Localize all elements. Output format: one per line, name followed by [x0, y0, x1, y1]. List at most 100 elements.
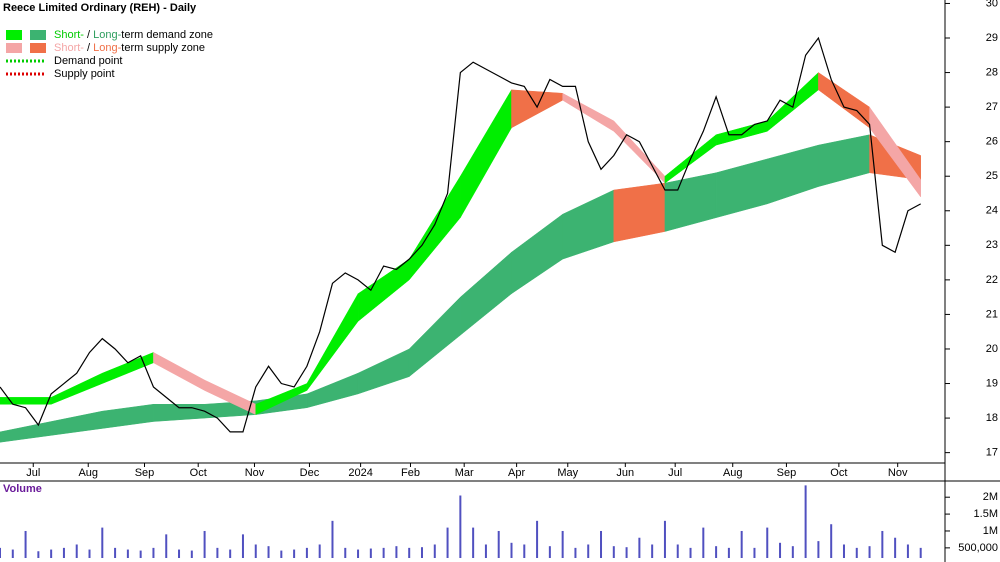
volume-bar	[791, 546, 794, 558]
y-tick-label: 22	[986, 274, 998, 286]
volume-bar	[229, 549, 232, 558]
volume-bar	[165, 534, 168, 558]
volume-bar	[344, 547, 347, 558]
zone-segment	[613, 182, 666, 243]
x-tick-label: Oct	[830, 467, 847, 479]
volume-bar	[24, 530, 27, 558]
x-tick-label: Jul	[26, 467, 40, 479]
legend-label-part: /	[84, 29, 93, 41]
y-tick-label: 20	[986, 343, 998, 355]
volume-bar	[0, 547, 1, 558]
volume-bar	[203, 530, 206, 558]
y-tick-label: 500,000	[958, 542, 998, 554]
x-tick-label: Jul	[668, 467, 682, 479]
legend-label: Demand point	[54, 55, 123, 67]
volume-bar	[395, 546, 398, 558]
volume-bar	[369, 548, 372, 558]
x-tick-label: Feb	[401, 467, 420, 479]
volume-bar	[663, 520, 666, 558]
volume-bar	[689, 547, 692, 558]
volume-bar	[523, 544, 526, 558]
volume-bar	[280, 550, 283, 558]
volume-bar	[510, 542, 513, 558]
volume-bar	[676, 544, 679, 558]
legend-swatch	[30, 43, 46, 53]
x-tick-label: Dec	[300, 467, 320, 479]
volume-bar	[267, 546, 270, 558]
legend-swatch	[30, 30, 46, 40]
volume-bar	[702, 527, 705, 558]
volume-bar	[842, 544, 845, 558]
volume-bar	[357, 549, 360, 558]
volume-bar	[114, 547, 117, 558]
volume-bar	[152, 547, 155, 558]
y-tick-label: 19	[986, 377, 998, 389]
volume-bar	[11, 549, 14, 558]
volume-bar	[894, 537, 897, 558]
volume-bar	[472, 527, 475, 558]
y-tick-label: 25	[986, 170, 998, 182]
legend-label-part: Long-	[93, 42, 121, 54]
volume-bar	[190, 550, 193, 558]
zone-segment	[869, 106, 921, 198]
volume-bar	[830, 524, 833, 558]
volume-bar	[612, 546, 615, 558]
volume-bar	[587, 544, 590, 558]
volume-bar	[817, 541, 820, 558]
legend-swatch	[6, 43, 22, 53]
volume-bar	[548, 546, 551, 558]
volume-bar	[459, 495, 462, 558]
volume-bar	[88, 549, 91, 558]
x-tick-label: Sep	[777, 467, 797, 479]
volume-bar	[484, 544, 487, 558]
volume-bar	[408, 547, 411, 558]
legend-swatch	[6, 30, 22, 40]
volume-bar	[625, 547, 628, 558]
volume-bar	[318, 544, 321, 558]
legend-label: Supply point	[54, 68, 115, 80]
y-tick-label: 1.5M	[974, 508, 998, 520]
legend-label-part: /	[84, 42, 93, 54]
volume-bar	[254, 544, 257, 558]
volume-bar	[50, 549, 53, 558]
y-tick-label: 18	[986, 412, 998, 424]
legend-label-part: Short-	[54, 42, 84, 54]
legend-label: Short- / Long-term demand zone	[54, 29, 213, 41]
x-tick-label: Mar	[455, 467, 474, 479]
y-tick-label: 27	[986, 101, 998, 113]
y-tick-label: 2M	[983, 491, 998, 503]
y-tick-label: 21	[986, 308, 998, 320]
volume-bar	[126, 549, 129, 558]
volume-bar	[139, 550, 142, 558]
volume-bar	[727, 547, 730, 558]
volume-bar	[37, 551, 40, 558]
volume-bar	[600, 530, 603, 558]
volume-bar	[715, 546, 718, 558]
volume-bar	[561, 530, 564, 558]
volume-bar	[779, 542, 782, 558]
x-tick-label: Nov	[245, 467, 265, 479]
volume-bar	[420, 547, 423, 558]
volume-title: Volume	[3, 483, 42, 495]
y-tick-label: 17	[986, 447, 998, 459]
x-tick-label: Oct	[190, 467, 207, 479]
volume-bar	[868, 546, 871, 558]
volume-bar	[75, 544, 78, 558]
x-tick-label: Jun	[616, 467, 634, 479]
volume-bar	[293, 549, 296, 558]
volume-bar	[446, 527, 449, 558]
x-tick-label: Nov	[888, 467, 908, 479]
volume-bar	[62, 547, 65, 558]
volume-bar	[382, 547, 385, 558]
y-tick-label: 26	[986, 136, 998, 148]
volume-bar	[753, 547, 756, 558]
y-tick-label: 29	[986, 32, 998, 44]
legend-label-part: Short-	[54, 29, 84, 41]
legend-label-part: term supply zone	[121, 42, 205, 54]
volume-bar	[433, 544, 436, 558]
legend-label-part: term demand zone	[121, 29, 213, 41]
y-tick-label: 23	[986, 239, 998, 251]
volume-bar	[740, 530, 743, 558]
